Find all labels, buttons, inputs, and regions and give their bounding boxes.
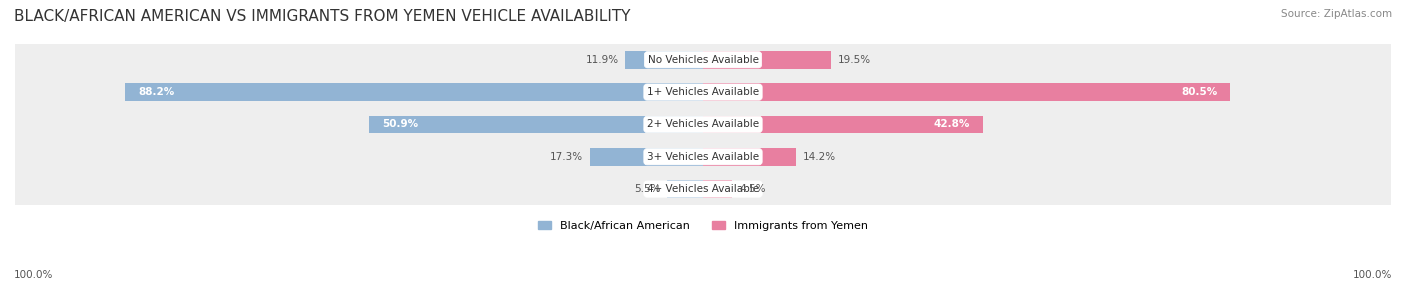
Bar (703, 180, 733, 198)
Bar (626, 51, 703, 69)
Bar (370, 116, 703, 133)
Text: 1+ Vehicles Available: 1+ Vehicles Available (647, 87, 759, 97)
Text: 42.8%: 42.8% (934, 120, 970, 129)
Bar (125, 83, 703, 101)
Bar (589, 148, 703, 166)
Text: 3+ Vehicles Available: 3+ Vehicles Available (647, 152, 759, 162)
Bar (703, 51, 831, 69)
Text: 14.2%: 14.2% (803, 152, 835, 162)
Bar (703, 83, 1230, 101)
Bar (703, 116, 983, 133)
Bar (15, 141, 1391, 173)
Bar (15, 43, 1391, 76)
Text: 100.0%: 100.0% (14, 270, 53, 280)
Text: BLACK/AFRICAN AMERICAN VS IMMIGRANTS FROM YEMEN VEHICLE AVAILABILITY: BLACK/AFRICAN AMERICAN VS IMMIGRANTS FRO… (14, 9, 630, 23)
Bar (15, 173, 1391, 205)
Bar (666, 180, 703, 198)
Text: 50.9%: 50.9% (382, 120, 419, 129)
Bar (703, 148, 796, 166)
Text: 100.0%: 100.0% (1353, 270, 1392, 280)
Text: 80.5%: 80.5% (1181, 87, 1218, 97)
Text: 2+ Vehicles Available: 2+ Vehicles Available (647, 120, 759, 129)
Text: 17.3%: 17.3% (550, 152, 583, 162)
Bar (15, 76, 1391, 108)
Legend: Black/African American, Immigrants from Yemen: Black/African American, Immigrants from … (533, 216, 873, 235)
Text: 88.2%: 88.2% (138, 87, 174, 97)
Text: 19.5%: 19.5% (838, 55, 870, 65)
Text: 4+ Vehicles Available: 4+ Vehicles Available (647, 184, 759, 194)
Text: 4.5%: 4.5% (740, 184, 765, 194)
Bar (15, 108, 1391, 141)
Text: 5.5%: 5.5% (634, 184, 661, 194)
Text: Source: ZipAtlas.com: Source: ZipAtlas.com (1281, 9, 1392, 19)
Text: 11.9%: 11.9% (585, 55, 619, 65)
Text: No Vehicles Available: No Vehicles Available (648, 55, 758, 65)
